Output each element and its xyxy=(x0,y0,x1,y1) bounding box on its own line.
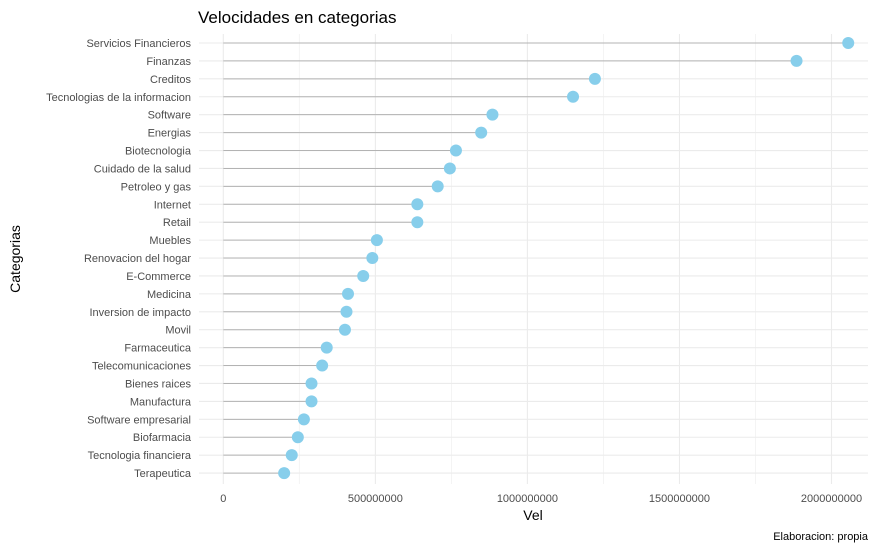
y-tick-label: Tecnologias de la informacion xyxy=(46,92,191,104)
y-tick-label: Creditos xyxy=(150,74,191,86)
lollipop-point xyxy=(285,449,298,462)
lollipop-point xyxy=(340,305,353,318)
lollipop-point xyxy=(357,269,370,282)
y-tick-label: Terapeutica xyxy=(134,468,192,480)
y-tick-label: Telecomunicaciones xyxy=(92,361,192,373)
y-tick-label: Software empresarial xyxy=(87,414,191,426)
lollipop-point xyxy=(278,467,291,480)
y-tick-label: Internet xyxy=(154,199,191,211)
lollipop-point xyxy=(338,323,351,336)
y-tick-label: Tecnologia financiera xyxy=(88,450,192,462)
y-tick-label: Medicina xyxy=(147,289,192,301)
lollipop-point xyxy=(475,126,488,139)
lollipop-point xyxy=(411,216,424,229)
lollipop-point xyxy=(842,37,855,49)
y-tick-label: Muebles xyxy=(149,235,191,247)
y-tick-label: Farmaceutica xyxy=(124,343,192,355)
x-tick-labels: 0 500000000 1000000000 1500000000 2000000000 xyxy=(220,493,862,505)
y-tick-label: E-Commerce xyxy=(126,271,191,283)
x-tick-label: 1500000000 xyxy=(649,493,710,505)
x-tick-label: 500000000 xyxy=(348,493,403,505)
lollipop-point xyxy=(449,144,462,157)
y-tick-label: Servicios Financieros xyxy=(86,38,191,50)
lollipop-point xyxy=(316,359,329,372)
y-tick-label: Energias xyxy=(148,128,192,140)
lollipop-point xyxy=(588,72,601,85)
chart-caption: Elaboracion: propia xyxy=(773,531,869,543)
lollipop-point xyxy=(305,395,318,408)
lollipop-point xyxy=(411,198,424,211)
lollipop-point xyxy=(443,162,456,175)
lollipop-point xyxy=(305,377,318,390)
lollipop-point xyxy=(567,90,580,103)
lollipop-point xyxy=(486,108,499,121)
x-axis-title: Vel xyxy=(523,507,542,523)
y-tick-labels: Servicios Financieros Finanzas Creditos Tec… xyxy=(46,38,192,480)
x-tick-label: 0 xyxy=(220,493,226,505)
y-tick-label: Petroleo y gas xyxy=(121,181,192,193)
y-tick-label: Renovacion del hogar xyxy=(84,253,191,265)
chart-title: Velocidades en categorias xyxy=(198,8,396,27)
y-tick-label: Biotecnologia xyxy=(125,146,192,158)
lollipop-point xyxy=(320,341,333,354)
x-tick-label: 2000000000 xyxy=(801,493,862,505)
y-tick-label: Biofarmacia xyxy=(133,432,192,444)
x-tick-label: 1000000000 xyxy=(497,493,558,505)
lollipop-point xyxy=(790,54,803,67)
lollipop-point xyxy=(291,431,304,444)
lollipop-point xyxy=(370,234,383,247)
y-axis-title: Categorias xyxy=(7,225,23,293)
y-tick-label: Cuidado de la salud xyxy=(94,163,191,175)
y-tick-label: Bienes raices xyxy=(125,378,192,390)
lollipop-point xyxy=(366,252,379,265)
lollipop-segments xyxy=(223,42,849,474)
lollipop-point xyxy=(342,287,355,300)
y-tick-label: Finanzas xyxy=(146,56,191,68)
lollipop-points xyxy=(278,37,855,480)
lollipop-point xyxy=(431,180,444,193)
y-tick-label: Software xyxy=(148,110,191,122)
lollipop-point xyxy=(297,413,310,426)
y-tick-label: Manufactura xyxy=(130,396,192,408)
y-tick-label: Retail xyxy=(163,217,191,229)
y-tick-label: Movil xyxy=(165,325,191,337)
y-tick-label: Inversion de impacto xyxy=(90,307,192,319)
